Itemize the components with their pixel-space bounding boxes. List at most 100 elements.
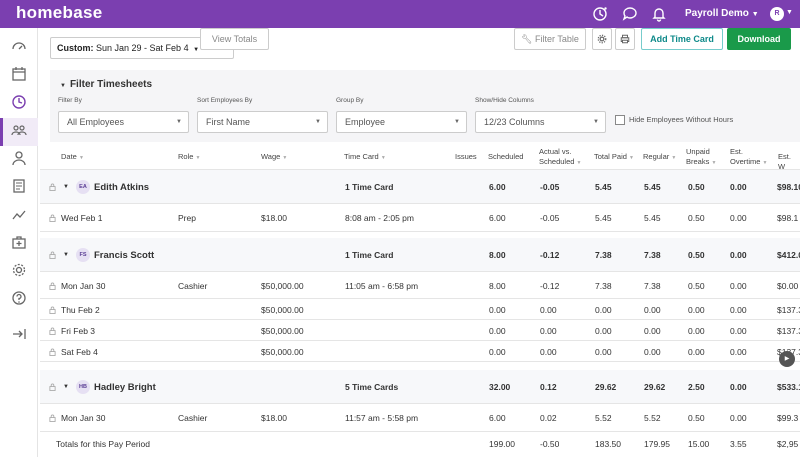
group-time-card-count[interactable]: 1 Time Card	[345, 250, 394, 260]
row-unpaid: 0.50	[688, 281, 705, 291]
row-time-card[interactable]: 11:05 am - 6:58 pm	[345, 281, 419, 291]
notifications-bell-icon[interactable]	[651, 6, 667, 22]
employee-name[interactable]: Francis Scott	[94, 250, 155, 261]
columns-value: 12/23 Columns	[484, 117, 545, 127]
group-by-select[interactable]: Employee ▼	[336, 111, 467, 133]
column-header-unpaid-breaks[interactable]: Unpaid Breaks ▼	[686, 147, 717, 166]
column-header-date[interactable]: Date ▼	[61, 152, 84, 161]
homebase-logo[interactable]: homebase	[16, 3, 103, 22]
group-time-card-count[interactable]: 1 Time Card	[345, 182, 394, 192]
avatar[interactable]: R	[770, 7, 784, 21]
row-overtime: 0.00	[730, 213, 747, 223]
table-row[interactable]: Wed Feb 1 Prep $18.00 8:08 am - 2:05 pm 6.00…	[40, 204, 800, 232]
row-time-card[interactable]: 8:08 am - 2:05 pm	[345, 213, 414, 223]
reports-chart-icon[interactable]	[11, 206, 27, 222]
timeclock-icon[interactable]	[592, 6, 608, 22]
totals-scheduled: 199.00	[489, 439, 515, 449]
caret-down-icon: ▼	[60, 83, 66, 89]
expand-caret-icon[interactable]: ▼	[63, 252, 69, 258]
settings-button[interactable]	[592, 28, 612, 50]
row-date: Fri Feb 3	[61, 326, 96, 336]
column-header-wage[interactable]: Wage ▼	[261, 152, 288, 161]
row-est-wage: $98.1	[777, 213, 799, 223]
column-header-total-paid[interactable]: Total Paid ▼	[594, 152, 634, 161]
row-unpaid: 0.50	[688, 213, 705, 223]
sort-by-value: First Name	[206, 117, 251, 127]
table-row[interactable]: Mon Jan 30 Cashier $50,000.00 11:05 am - 6:…	[40, 272, 800, 299]
group-time-card-count[interactable]: 5 Time Cards	[345, 382, 399, 392]
sort-by-select[interactable]: First Name ▼	[197, 111, 328, 133]
user-menu[interactable]: Payroll Demo ▼	[685, 8, 759, 19]
avatar-chevron-down-icon[interactable]: ▼	[786, 9, 793, 16]
row-unpaid: 0.00	[688, 305, 705, 315]
toolbar: Custom: Sun Jan 29 - Sat Feb 4 ▼ View To…	[38, 28, 800, 68]
dashboard-icon[interactable]	[11, 38, 27, 54]
wrench-icon: 🔧︎	[521, 34, 533, 44]
row-unpaid: 0.50	[688, 413, 705, 423]
expand-caret-icon[interactable]: ▼	[63, 184, 69, 190]
documents-icon[interactable]	[11, 178, 27, 194]
schedule-calendar-icon[interactable]	[11, 66, 27, 82]
column-header-scheduled[interactable]: Scheduled	[488, 152, 524, 161]
column-header-est-overtime[interactable]: Est. Overtime ▼	[730, 147, 768, 166]
view-totals-button[interactable]: View Totals	[200, 28, 269, 50]
sort-caret-icon: ▼	[380, 155, 386, 161]
row-total-paid: 7.38	[595, 281, 612, 291]
sort-caret-icon: ▼	[671, 155, 677, 161]
column-header-role[interactable]: Role ▼	[178, 152, 201, 161]
table-row[interactable]: Mon Jan 30 Cashier $18.00 11:57 am - 5:58 p…	[40, 404, 800, 432]
help-icon[interactable]	[11, 290, 27, 306]
expand-caret-icon[interactable]: ▼	[63, 384, 69, 390]
column-header-time-card[interactable]: Time Card ▼	[344, 152, 386, 161]
column-header-issues[interactable]: Issues	[455, 152, 477, 161]
timesheets-clock-icon[interactable]	[11, 94, 27, 110]
hide-employees-checkbox[interactable]	[615, 115, 625, 125]
table-row[interactable]: Fri Feb 3 $50,000.00 0.00 0.00 0.00 0.00 0.00 0…	[40, 320, 800, 341]
messages-icon[interactable]	[622, 6, 638, 22]
row-regular: 5.45	[644, 213, 661, 223]
team-icon[interactable]	[11, 122, 27, 138]
date-range-value: Sun Jan 29 - Sat Feb 4	[96, 43, 189, 53]
gear-icon	[597, 34, 607, 44]
columns-label: Show/Hide Columns	[475, 97, 534, 104]
row-role: Cashier	[178, 413, 208, 423]
group-total-paid: 5.45	[595, 182, 612, 192]
scroll-right-button[interactable]: ▶	[779, 351, 795, 367]
employee-person-icon[interactable]	[11, 150, 27, 166]
row-time-card[interactable]: 11:57 am - 5:58 pm	[345, 413, 419, 423]
column-header-est-wage[interactable]: Est. W	[778, 152, 791, 171]
employee-name[interactable]: Hadley Bright	[94, 382, 156, 393]
row-role: Prep	[178, 213, 196, 223]
group-regular: 29.62	[644, 382, 666, 392]
column-header-actual-vs-scheduled[interactable]: Actual vs. Scheduled ▼	[539, 147, 582, 166]
health-benefits-icon[interactable]	[11, 234, 27, 250]
download-button[interactable]: Download	[727, 28, 791, 50]
column-header-regular[interactable]: Regular ▼	[643, 152, 677, 161]
table-header-row: Date ▼ Role ▼ Wage ▼ Time Card ▼ Issues …	[40, 142, 800, 171]
group-unpaid: 0.50	[688, 182, 705, 192]
employee-group-row[interactable]: ▼ FS Francis Scott 1 Time Card 8.00 -0.12 7.38…	[40, 238, 800, 272]
group-scheduled: 6.00	[489, 182, 506, 192]
row-scheduled: 8.00	[489, 281, 506, 291]
filter-table-button[interactable]: 🔧︎ Filter Table	[514, 28, 586, 50]
add-time-card-button[interactable]: Add Time Card	[641, 28, 723, 50]
row-scheduled: 0.00	[489, 326, 506, 336]
group-overtime: 0.00	[730, 250, 747, 260]
chevron-down-icon: ▼	[193, 47, 200, 53]
filter-by-select[interactable]: All Employees ▼	[58, 111, 189, 133]
group-actual-vs: 0.12	[540, 382, 557, 392]
employee-group-row[interactable]: ▼ EA Edith Atkins 1 Time Card 6.00 -0.05 5.45 5…	[40, 170, 800, 204]
sort-caret-icon: ▼	[629, 155, 634, 161]
filter-panel-title[interactable]: ▼ Filter Timesheets	[60, 79, 152, 90]
columns-select[interactable]: 12/23 Columns ▼	[475, 111, 606, 133]
print-button[interactable]	[615, 28, 635, 50]
settings-gear-icon[interactable]	[11, 262, 27, 278]
collapse-sidebar-icon[interactable]	[11, 326, 27, 342]
chevron-down-icon: ▼	[751, 11, 759, 18]
table-row[interactable]: Sat Feb 4 $50,000.00 0.00 0.00 0.00 0.00 0.00 0…	[40, 341, 800, 362]
table-row[interactable]: Thu Feb 2 $50,000.00 0.00 0.00 0.00 0.00 0.00 0…	[40, 299, 800, 320]
row-actual-vs: 0.00	[540, 326, 557, 336]
totals-total-paid: 183.50	[595, 439, 621, 449]
employee-group-row[interactable]: ▼ HB Hadley Bright 5 Time Cards 32.00 0.12 29.…	[40, 370, 800, 404]
employee-name[interactable]: Edith Atkins	[94, 182, 150, 193]
